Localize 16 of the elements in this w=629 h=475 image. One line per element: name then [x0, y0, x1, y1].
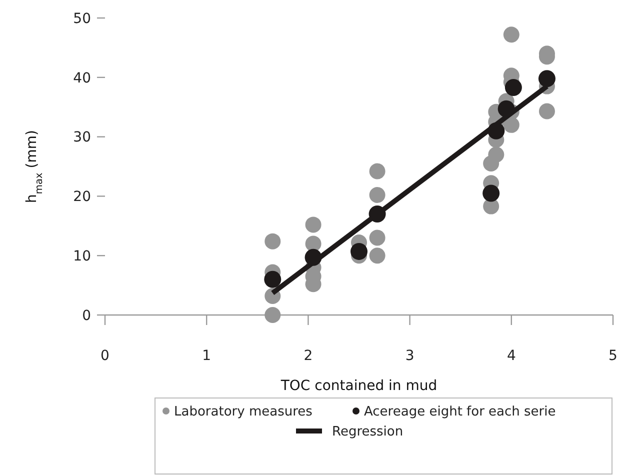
x-tick-label: 4 — [506, 348, 516, 364]
y-tick-label: 10 — [73, 248, 91, 264]
legend-label: Regression — [332, 424, 404, 440]
x-tick-label: 0 — [100, 348, 110, 364]
x-tick-label: 2 — [304, 348, 313, 364]
y-tick-label: 30 — [73, 130, 91, 146]
y-tick-label: 0 — [82, 308, 91, 324]
legend-label: Laboratory measures — [174, 404, 313, 420]
y-tick-label: 20 — [73, 189, 91, 206]
x-tick-label: 1 — [202, 348, 212, 364]
legend-label: Acereage eight for each serie — [364, 404, 556, 420]
y-tick-label: 40 — [73, 70, 91, 86]
x-axis-title: TOC contained in mud — [280, 378, 438, 394]
y-tick-label: 50 — [73, 10, 91, 27]
x-tick-label: 5 — [608, 348, 618, 364]
x-tick-label: 3 — [405, 348, 414, 364]
